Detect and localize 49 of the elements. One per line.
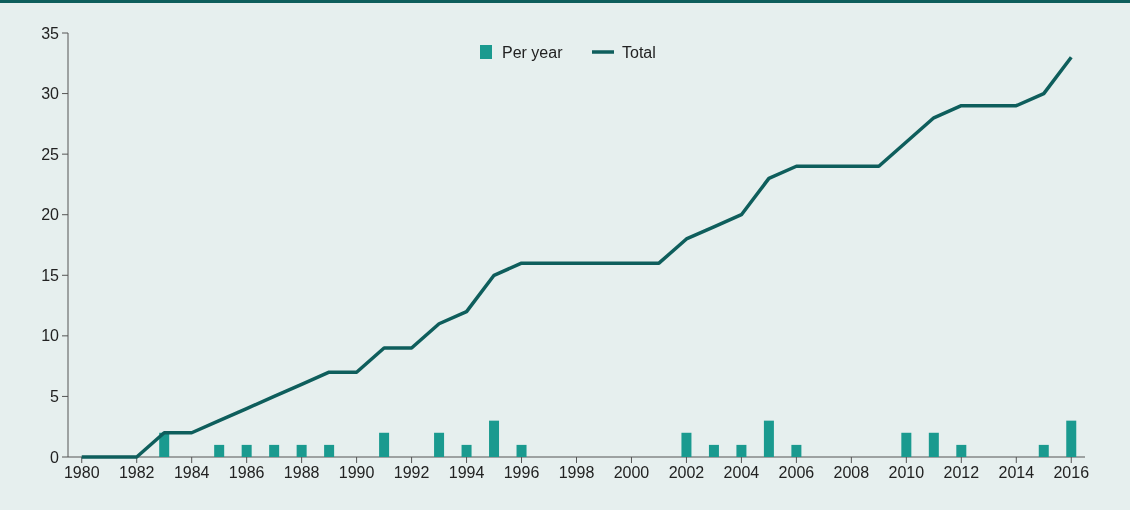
legend-label: Per year: [502, 43, 564, 61]
y-tick-label: 10: [41, 327, 60, 345]
bar: [1066, 420, 1077, 457]
x-tick-label: 1994: [448, 464, 485, 481]
x-tick-label: 2004: [723, 464, 760, 481]
x-tick-label: 1996: [503, 464, 540, 481]
y-tick-label: 15: [41, 266, 60, 284]
x-tick-label: 2002: [668, 464, 705, 481]
x-tick-label: 2012: [943, 464, 980, 481]
bar: [516, 444, 527, 457]
bar: [269, 444, 280, 457]
bar: [461, 444, 472, 457]
x-tick-label: 1982: [118, 464, 155, 481]
x-tick-label: 1992: [393, 464, 430, 481]
legend-label: Total: [622, 43, 656, 61]
y-tick-label: 30: [41, 85, 60, 103]
bar: [736, 444, 747, 457]
x-tick-label: 1998: [558, 464, 595, 481]
bar: [708, 444, 719, 457]
x-tick-label: 2006: [778, 464, 815, 481]
x-tick-label: 1984: [173, 464, 210, 481]
bar: [763, 420, 774, 457]
bar: [791, 444, 802, 457]
y-tick-label: 35: [41, 24, 60, 42]
x-tick-label: 2010: [888, 464, 925, 481]
bar: [489, 420, 500, 457]
x-tick-label: 2016: [1053, 464, 1090, 481]
x-tick-label: 2000: [613, 464, 650, 481]
bar: [956, 444, 967, 457]
bar: [324, 444, 335, 457]
y-tick-label: 20: [41, 206, 60, 224]
bar: [928, 432, 939, 457]
x-tick-label: 2008: [833, 464, 870, 481]
y-tick-label: 25: [41, 145, 60, 163]
x-tick-label: 1990: [338, 464, 375, 481]
bar: [1038, 444, 1049, 457]
x-tick-label: 2014: [998, 464, 1035, 481]
bar: [681, 432, 692, 457]
bar: [214, 444, 225, 457]
bar: [379, 432, 390, 457]
y-tick-label: 5: [50, 388, 60, 406]
bar: [901, 432, 912, 457]
x-tick-label: 1986: [228, 464, 265, 481]
x-tick-label: 1988: [283, 464, 320, 481]
bar: [434, 432, 445, 457]
x-tick-label: 1980: [63, 464, 100, 481]
y-tick-label: 0: [50, 448, 60, 466]
bar: [241, 444, 252, 457]
bar: [296, 444, 307, 457]
